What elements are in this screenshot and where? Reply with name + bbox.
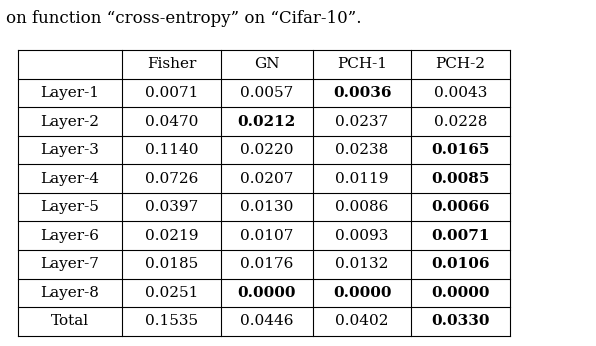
Text: 0.1535: 0.1535 [145, 315, 198, 328]
Text: 0.0000: 0.0000 [431, 286, 490, 300]
Text: 0.0000: 0.0000 [333, 286, 392, 300]
Text: 0.0228: 0.0228 [434, 115, 487, 128]
Text: 0.0107: 0.0107 [240, 229, 293, 243]
Text: 0.0132: 0.0132 [336, 257, 389, 271]
Text: Layer-2: Layer-2 [41, 115, 100, 128]
Text: Total: Total [51, 315, 89, 328]
Text: 0.0207: 0.0207 [240, 172, 293, 185]
Text: Layer-8: Layer-8 [41, 286, 100, 300]
Text: Layer-1: Layer-1 [41, 86, 100, 100]
Text: 0.0470: 0.0470 [145, 115, 198, 128]
Text: 0.0086: 0.0086 [336, 200, 389, 214]
Text: Layer-7: Layer-7 [41, 257, 100, 271]
Text: 0.0220: 0.0220 [240, 143, 293, 157]
Text: GN: GN [254, 57, 280, 71]
Text: PCH-1: PCH-1 [337, 57, 387, 71]
Text: Layer-6: Layer-6 [41, 229, 100, 243]
Text: 0.1140: 0.1140 [145, 143, 198, 157]
Text: Layer-3: Layer-3 [41, 143, 100, 157]
Text: 0.0000: 0.0000 [237, 286, 296, 300]
Text: 0.0071: 0.0071 [145, 86, 198, 100]
Text: 0.0036: 0.0036 [333, 86, 392, 100]
Text: Layer-4: Layer-4 [41, 172, 100, 185]
Text: 0.0119: 0.0119 [336, 172, 389, 185]
Text: 0.0402: 0.0402 [336, 315, 389, 328]
Text: 0.0330: 0.0330 [431, 315, 490, 328]
Text: 0.0251: 0.0251 [145, 286, 198, 300]
Text: 0.0176: 0.0176 [240, 257, 293, 271]
Text: 0.0043: 0.0043 [434, 86, 487, 100]
Text: 0.0165: 0.0165 [432, 143, 489, 157]
Text: 0.0397: 0.0397 [145, 200, 198, 214]
Text: 0.0071: 0.0071 [431, 229, 490, 243]
Text: 0.0185: 0.0185 [145, 257, 198, 271]
Text: 0.0446: 0.0446 [240, 315, 293, 328]
Text: 0.0219: 0.0219 [145, 229, 198, 243]
Text: 0.0106: 0.0106 [431, 257, 490, 271]
Text: on function “cross-entropy” on “Cifar-10”.: on function “cross-entropy” on “Cifar-10… [6, 10, 361, 27]
Text: 0.0085: 0.0085 [432, 172, 489, 185]
Text: 0.0057: 0.0057 [240, 86, 293, 100]
Text: Layer-5: Layer-5 [41, 200, 100, 214]
Text: PCH-2: PCH-2 [436, 57, 485, 71]
Text: 0.0237: 0.0237 [336, 115, 389, 128]
Text: 0.0212: 0.0212 [238, 115, 296, 128]
Text: 0.0093: 0.0093 [336, 229, 389, 243]
Text: 0.0726: 0.0726 [145, 172, 198, 185]
Text: 0.0238: 0.0238 [336, 143, 389, 157]
Text: Fisher: Fisher [147, 57, 196, 71]
Text: 0.0130: 0.0130 [240, 200, 293, 214]
Text: 0.0066: 0.0066 [431, 200, 490, 214]
